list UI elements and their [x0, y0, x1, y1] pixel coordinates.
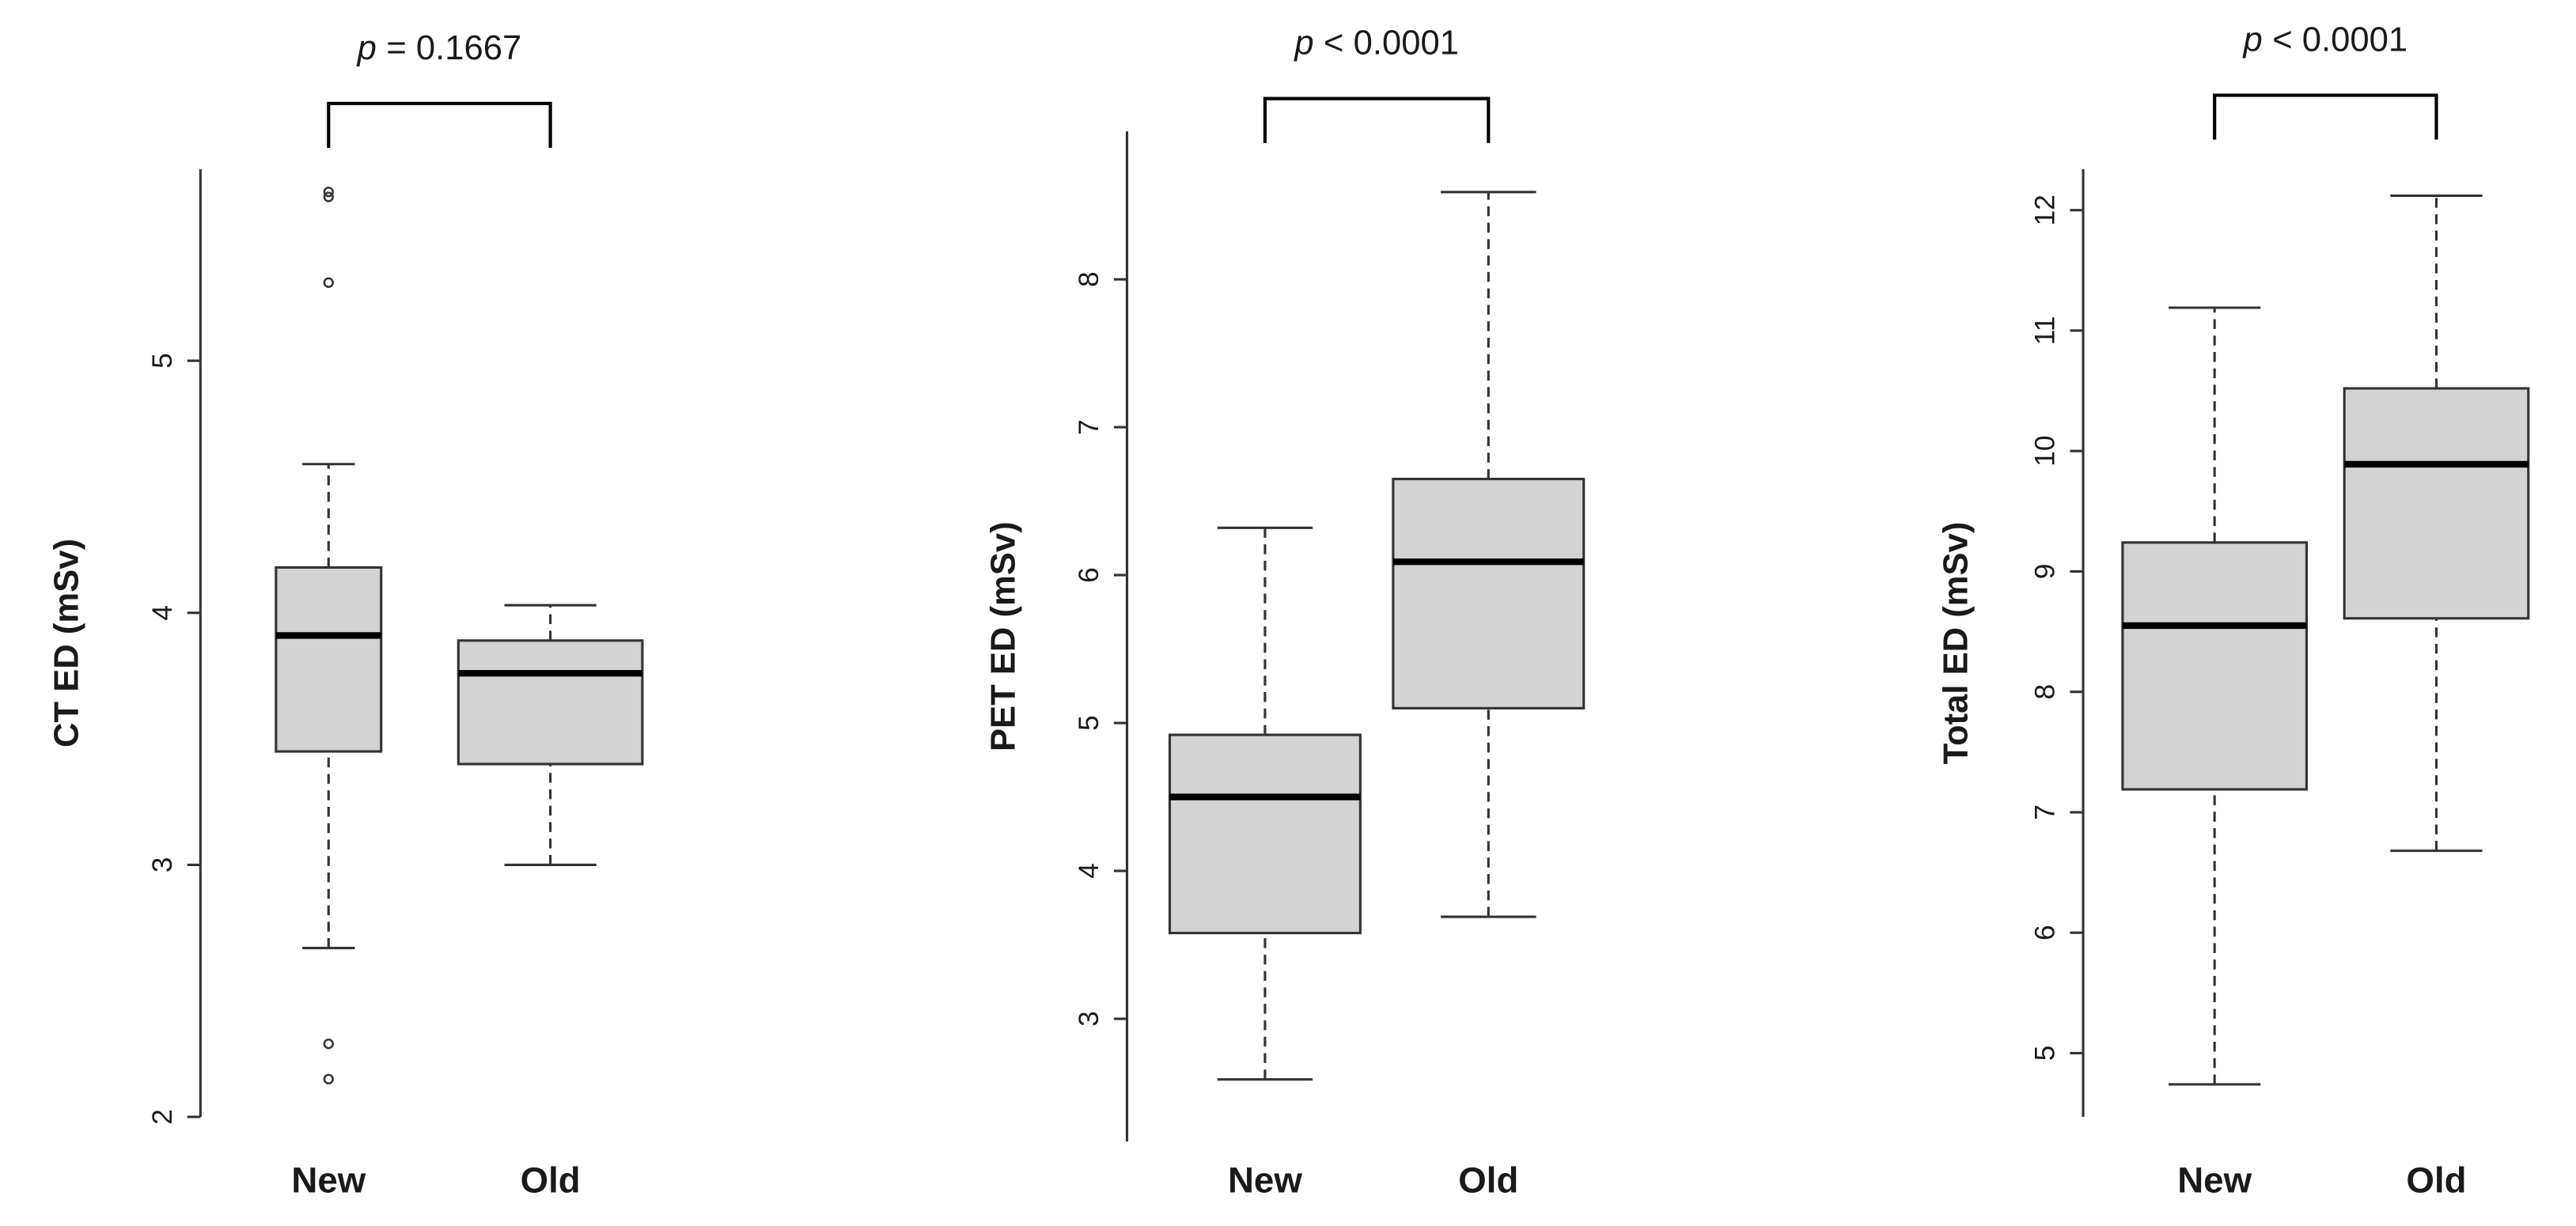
y-tick-label: 6 [1074, 567, 1104, 583]
x-tick-label: New [291, 1160, 366, 1201]
annotation-text: < 0.0001 [2272, 21, 2407, 59]
y-tick-label: 8 [1074, 271, 1104, 287]
y-tick-label: 11 [2030, 316, 2061, 346]
box [456, 639, 644, 766]
bracket [327, 101, 552, 148]
y-tick-label: 3 [1074, 1011, 1104, 1027]
y-axis-label: CT ED (mSv) [48, 539, 86, 747]
y-tick-label: 4 [147, 605, 178, 621]
y-tick-label: 5 [2030, 1046, 2061, 1061]
annotation-symbol: p [2242, 21, 2263, 59]
bracket [1263, 96, 1491, 143]
y-axis-label: Total ED (mSv) [1938, 522, 1976, 765]
x-tick-label: New [2177, 1160, 2252, 1201]
annotation-symbol: p [1293, 25, 1313, 62]
y-tick-label: 7 [1074, 419, 1104, 435]
y-tick-label: 5 [147, 353, 178, 369]
outlier [323, 1039, 334, 1050]
y-tick-label: 3 [147, 857, 178, 873]
outlier [323, 277, 334, 288]
x-tick-label: New [1228, 1160, 1302, 1201]
outlier [323, 191, 334, 202]
x-tick-label: Old [2406, 1160, 2466, 1201]
annotation: p < 0.0001 [2242, 21, 2408, 59]
y-tick-label: 7 [2030, 804, 2061, 820]
y-tick-label: 12 [2030, 195, 2061, 225]
y-tick-label: 9 [2030, 564, 2061, 580]
annotation-text: < 0.0001 [1324, 25, 1459, 62]
y-axis-label: PET ED (mSv) [984, 521, 1022, 751]
y-tick-label: 4 [1074, 863, 1104, 879]
annotation: p < 0.0001 [1293, 25, 1459, 62]
bracket [2213, 93, 2438, 140]
annotation: p = 0.1667 [356, 29, 522, 67]
y-tick-label: 2 [147, 1109, 178, 1125]
x-tick-label: Old [1458, 1160, 1518, 1201]
outlier [323, 1073, 334, 1084]
box [275, 566, 383, 753]
box [1168, 733, 1362, 935]
y-tick-label: 6 [2030, 925, 2061, 940]
y-tick-label: 10 [2030, 436, 2061, 467]
box [1392, 478, 1585, 709]
outlier [323, 186, 334, 198]
annotation-symbol: p [356, 29, 377, 67]
box [2121, 541, 2309, 791]
annotation-text: = 0.1667 [386, 29, 521, 67]
x-tick-label: Old [521, 1160, 581, 1201]
y-tick-label: 8 [2030, 684, 2061, 700]
box [2343, 387, 2530, 620]
y-tick-label: 5 [1074, 715, 1104, 731]
